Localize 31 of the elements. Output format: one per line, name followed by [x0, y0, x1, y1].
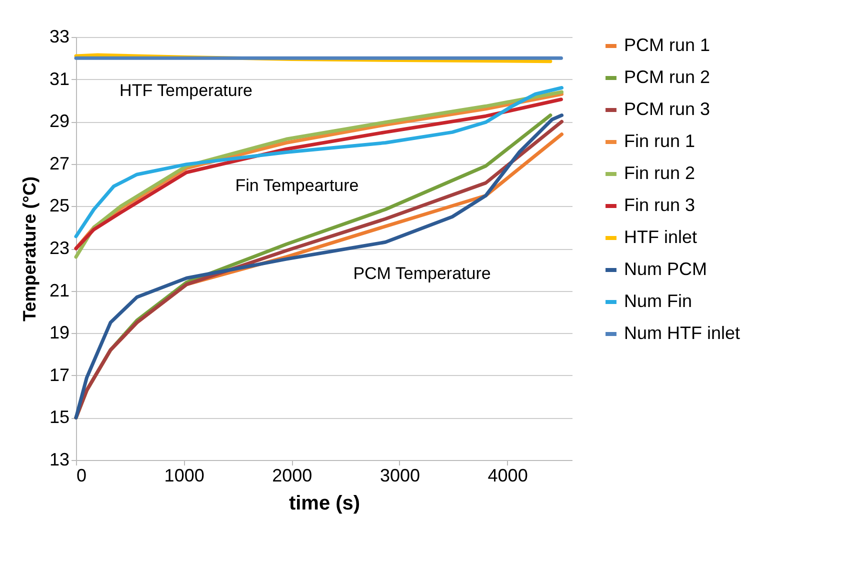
y-tick-label: 27 [49, 153, 70, 174]
x-tick-label: 0 [76, 466, 87, 486]
x-tick-label: 3000 [380, 466, 420, 486]
y-axis-title: Temperature (°C) [19, 176, 40, 322]
legend-label: HTF inlet [624, 227, 698, 247]
y-tick-label: 33 [49, 26, 70, 46]
y-tick-label: 31 [49, 68, 70, 89]
legend-label: Num HTF inlet [624, 323, 740, 343]
y-tick-label: 29 [49, 111, 70, 132]
legend-label: Num PCM [624, 259, 708, 279]
y-tick-label: 25 [49, 196, 70, 216]
y-tick-label: 23 [49, 238, 70, 258]
annotation: PCM Temperature [353, 264, 491, 283]
x-tick-label: 4000 [488, 466, 528, 486]
annotation: Fin Tempearture [235, 176, 359, 195]
y-tick-label: 21 [49, 280, 70, 300]
legend-label: PCM run 3 [624, 99, 710, 119]
y-tick-label: 17 [49, 364, 70, 385]
x-tick-label: 2000 [272, 466, 312, 486]
legend-label: Fin run 1 [624, 131, 696, 151]
y-tick-label: 13 [49, 450, 70, 470]
legend-label: PCM run 2 [624, 67, 710, 87]
y-tick-label: 19 [49, 322, 70, 343]
y-tick-label: 15 [49, 407, 70, 428]
annotation: HTF Temperature [120, 81, 252, 100]
legend-label: Fin run 2 [624, 163, 696, 183]
legend-label: Num Fin [624, 291, 692, 311]
x-tick-label: 1000 [164, 466, 204, 486]
legend-label: Fin run 3 [624, 195, 696, 215]
x-axis-title: time (s) [288, 492, 360, 514]
legend-label: PCM run 1 [624, 35, 710, 55]
